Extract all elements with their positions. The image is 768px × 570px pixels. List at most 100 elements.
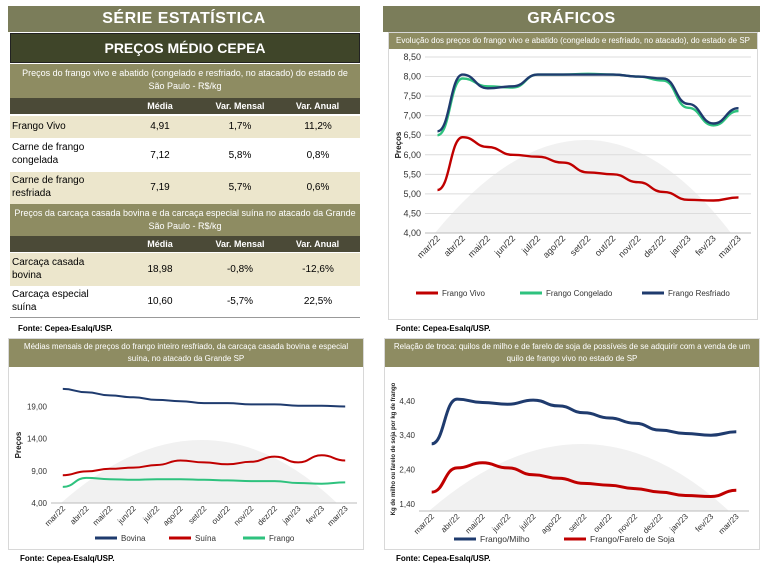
y-tick-label: 7,00: [403, 111, 421, 121]
serie-estatistica-banner: SÉRIE ESTATÍSTICA: [8, 6, 360, 32]
chart2-title: Médias mensais de preços do frango intei…: [9, 339, 363, 367]
row-var-mensal: 5,8%: [228, 150, 252, 161]
x-tick-label: mar/23: [716, 233, 743, 260]
x-tick-label: dez/22: [641, 512, 665, 536]
x-tick-label: ago/22: [161, 504, 185, 528]
y-tick-label: 6,50: [403, 130, 421, 140]
table-row: Frango Vivo 4,91 1,7% 11,2%: [10, 116, 360, 138]
row-var-anual: 22,5%: [303, 296, 333, 307]
series-line-frango-milho: [431, 397, 737, 446]
y-tick-label: 6,00: [403, 150, 421, 160]
x-tick-label: abr/22: [442, 233, 467, 258]
row-var-mensal: 1,7%: [228, 121, 252, 132]
y-axis-label: Preços: [394, 131, 403, 158]
x-tick-label: mar/23: [717, 512, 741, 536]
chart2-panel: Médias mensais de preços do frango intei…: [8, 338, 364, 550]
legend-label: Frango/Milho: [480, 534, 530, 544]
y-axis-label: Kg de milho ou farelo de soja por kg de …: [391, 382, 397, 515]
x-tick-label: mar/22: [412, 512, 436, 536]
header-var-anual: Var. Anual: [295, 239, 340, 249]
x-tick-label: jun/22: [492, 233, 517, 258]
x-tick-label: set/22: [567, 512, 589, 534]
header-var-mensal: Var. Mensal: [215, 239, 265, 249]
x-tick-label: jul/22: [519, 233, 542, 256]
fonte-chart3: Fonte: Cepea-Esalq/USP.: [396, 554, 491, 563]
watermark-shape: [61, 440, 337, 503]
legend-label: Frango: [269, 534, 295, 543]
x-tick-label: fev/23: [693, 233, 717, 257]
x-tick-label: jan/23: [668, 233, 693, 258]
chart3-panel: Relação de troca: quilos de milho e de f…: [384, 338, 760, 550]
watermark-shape: [429, 444, 729, 511]
x-tick-label: nov/22: [232, 504, 256, 528]
y-tick-label: 1,40: [399, 500, 415, 509]
row-label: Frango Vivo: [12, 121, 66, 132]
row-var-mensal: -0,8%: [226, 264, 254, 275]
table-row: Carne de frango congelada 7,12 5,8% 0,8%: [10, 138, 360, 172]
row-var-mensal: -5,7%: [226, 296, 254, 307]
y-tick-label: 2,40: [399, 466, 415, 475]
x-tick-label: jun/22: [115, 504, 138, 527]
series-line-bovina: [62, 387, 346, 408]
series-line-frango-vivo: [437, 136, 739, 202]
fonte-chart1: Fonte: Cepea-Esalq/USP.: [396, 324, 491, 333]
y-tick-label: 4,50: [403, 208, 421, 218]
x-tick-label: dez/22: [256, 504, 280, 528]
y-tick-label: 4,00: [31, 499, 47, 508]
x-tick-label: fev/23: [694, 512, 716, 534]
chart3-title: Relação de troca: quilos de milho e de f…: [385, 339, 759, 367]
series-line-frango-farelo-de-soja: [431, 461, 737, 498]
section2-title: Preços da carcaça casada bovina e da car…: [10, 204, 360, 236]
x-tick-label: jul/22: [141, 504, 162, 525]
x-tick-label: set/22: [187, 504, 209, 526]
series-line-frango-resfriado: [437, 73, 739, 133]
row-var-anual: 11,2%: [304, 121, 332, 132]
x-tick-label: out/22: [592, 512, 614, 534]
x-tick-label: mar/23: [326, 504, 350, 528]
x-tick-label: ago/22: [541, 233, 568, 260]
section1-title: Preços do frango vivo e abatido (congela…: [10, 64, 360, 98]
row-var-anual: 0,8%: [306, 150, 330, 161]
y-tick-label: 19,00: [27, 402, 48, 411]
legend-label: Frango Vivo: [442, 289, 486, 298]
y-tick-label: 4,40: [399, 397, 415, 406]
legend-label: Frango Congelado: [546, 289, 613, 298]
x-tick-label: nov/22: [616, 512, 640, 536]
y-tick-label: 9,00: [31, 467, 47, 476]
x-tick-label: fev/23: [304, 504, 326, 526]
x-tick-label: abr/22: [439, 512, 462, 535]
y-axis-label: Preços: [14, 431, 23, 458]
chart3-svg: 1,40 2,40 3,40 4,40 mar/22 abr/22 mai/22 jun/22…: [391, 382, 749, 544]
chart1-panel: Evolução dos preços do frango vivo e aba…: [388, 32, 758, 320]
section1-header-row: Média Var. Mensal Var. Anual: [10, 98, 360, 114]
row-var-mensal: 5,7%: [228, 182, 252, 193]
y-tick-label: 14,00: [27, 435, 48, 444]
y-tick-label: 4,00: [403, 228, 421, 238]
y-tick-label: 3,40: [399, 431, 415, 440]
x-tick-label: ago/22: [539, 512, 563, 536]
row-label: Carne de frango congelada: [12, 142, 85, 166]
x-tick-label: mai/22: [466, 233, 492, 259]
fonte-table: Fonte: Cepea-Esalq/USP.: [18, 324, 113, 333]
x-tick-label: dez/22: [641, 233, 667, 259]
table-row: Carcaça especial suína 10,60 -5,7% 22,5%: [10, 286, 360, 318]
x-tick-label: nov/22: [616, 233, 642, 259]
x-tick-label: abr/22: [68, 504, 91, 527]
x-tick-label: out/22: [210, 504, 232, 526]
y-tick-label: 5,50: [403, 169, 421, 179]
section2-header-row: Média Var. Mensal Var. Anual: [10, 236, 360, 252]
y-tick-label: 5,00: [403, 189, 421, 199]
table-row: Carcaça casada bovina 18,98 -0,8% -12,6%: [10, 253, 360, 286]
row-media: 7,12: [150, 150, 170, 161]
legend-label: Frango/Farelo de Soja: [590, 534, 675, 544]
legend-label: Bovina: [121, 534, 146, 543]
x-tick-label: mai/22: [464, 512, 488, 536]
row-media: 7,19: [150, 182, 170, 193]
row-media: 18,98: [147, 264, 173, 275]
x-tick-label: out/22: [593, 233, 618, 258]
row-label: Carcaça especial suína: [12, 289, 89, 313]
header-media: Média: [147, 239, 173, 249]
graficos-banner: GRÁFICOS: [383, 6, 760, 32]
header-var-anual: Var. Anual: [295, 101, 340, 111]
